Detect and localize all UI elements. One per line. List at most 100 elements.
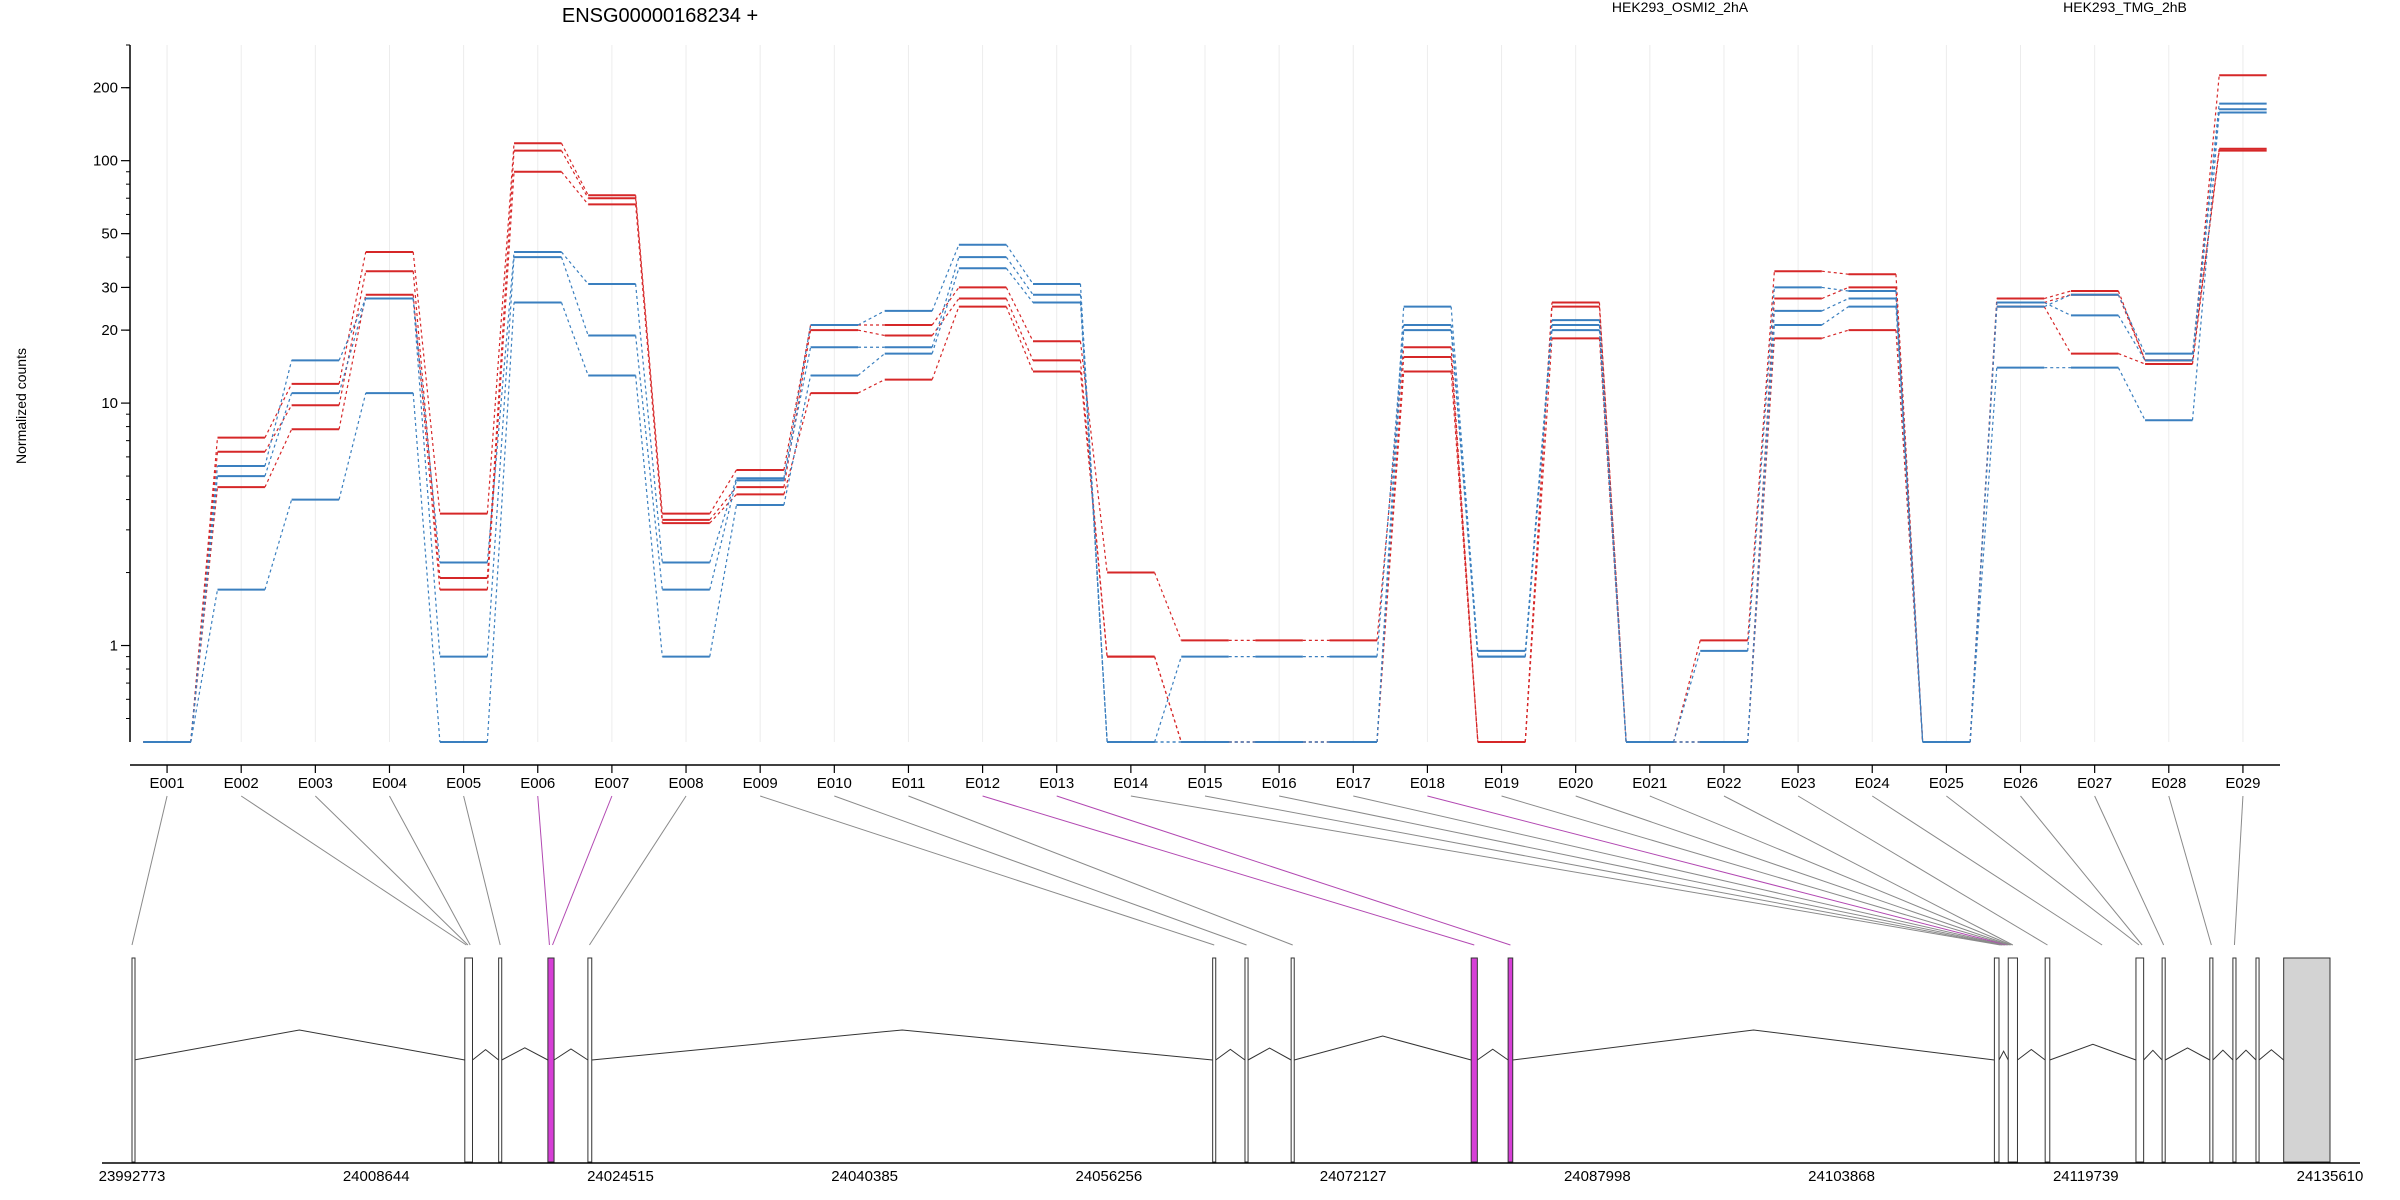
x-tick-label: E028	[2151, 775, 2186, 792]
series-4-connector	[1005, 256, 1034, 296]
series-0-connector	[709, 469, 737, 514]
series-5-connector	[857, 353, 886, 376]
series-2-connector	[2118, 353, 2146, 365]
series-0-connector	[1154, 572, 1182, 641]
x-tick-label: E011	[891, 775, 925, 792]
series-5-connector	[635, 375, 663, 657]
series-1-connector	[1821, 286, 1849, 300]
x-tick-label: E018	[1410, 775, 1445, 792]
series-0-connector	[1079, 341, 1108, 573]
exon-block	[2161, 957, 2166, 1163]
x-tick-label: E013	[1039, 775, 1074, 792]
genome-tick-label: 24008644	[343, 1168, 410, 1185]
series-4-connector	[1747, 310, 1775, 743]
series-4-connector	[2043, 301, 2072, 316]
x-tick-label: E010	[817, 775, 852, 792]
series-4-connector	[1821, 297, 1849, 312]
series-4-connector	[264, 392, 293, 477]
series-0-connector	[1747, 271, 1775, 641]
exon-block	[547, 957, 555, 1163]
genome-tick-label: 24072127	[1320, 1168, 1387, 1185]
x-tick-label: E007	[594, 775, 629, 792]
x-tick-label: E016	[1262, 775, 1297, 792]
genome-tick-label: 24135610	[2297, 1168, 2364, 1185]
series-3-connector	[412, 298, 441, 563]
exon-block	[587, 957, 593, 1163]
exon-block	[131, 957, 136, 1163]
x-tick-label: E020	[1558, 775, 1593, 792]
series-1-connector	[1524, 306, 1553, 743]
x-tick-label: E024	[1855, 775, 1890, 792]
x-tick-label: E001	[150, 775, 185, 792]
series-5-connector	[1524, 330, 1553, 657]
intron	[1247, 1047, 1292, 1061]
series-3-connector	[1747, 287, 1775, 651]
series-4-connector	[190, 476, 219, 743]
connector-E004	[389, 795, 471, 946]
connector-E022	[1723, 795, 2014, 946]
x-tick-label: E029	[2225, 775, 2260, 792]
series-4-connector	[1376, 324, 1405, 657]
exon-block	[2255, 957, 2260, 1163]
connector-E010	[834, 795, 1247, 946]
connector-E023	[1797, 795, 2048, 946]
intron	[1512, 1029, 1995, 1061]
intron	[2212, 1049, 2234, 1061]
series-4-connector	[635, 335, 663, 590]
series-5-connector	[1747, 324, 1775, 743]
series-3-connector	[1376, 306, 1405, 743]
intron	[2164, 1047, 2211, 1061]
series-1-connector	[264, 404, 293, 453]
exon-block	[1244, 957, 1249, 1163]
y-tick-label: 30	[101, 279, 118, 296]
series-5-connector	[412, 393, 441, 743]
series-3-connector	[561, 251, 589, 285]
series-5-connector	[1005, 267, 1034, 303]
series-3-connector	[1450, 306, 1479, 651]
exon-block	[1212, 957, 1217, 1163]
series-2-connector	[1005, 306, 1034, 372]
connector-E024	[1871, 795, 2103, 946]
y-tick-label: 50	[101, 226, 118, 243]
series-5-connector	[2191, 112, 2220, 421]
x-tick-label: E006	[520, 775, 555, 792]
intron	[1477, 1048, 1509, 1061]
intron	[1998, 1050, 2009, 1061]
series-2-connector	[1524, 338, 1553, 743]
genome-tick-label: 24040385	[831, 1168, 898, 1185]
x-tick-label: E005	[446, 775, 481, 792]
series-2-connector	[486, 171, 515, 590]
connector-E025	[1946, 795, 2140, 946]
series-lines	[143, 74, 2267, 743]
connector-E007	[552, 795, 613, 946]
series-1-connector	[2044, 294, 2072, 304]
intron	[501, 1047, 549, 1061]
exon-block	[2232, 957, 2237, 1163]
genome-tick-label: 24103868	[1808, 1168, 1875, 1185]
series-5-connector	[709, 504, 738, 657]
connector-E018	[1427, 795, 2007, 946]
connector-E028	[2168, 795, 2212, 946]
connector-E001	[131, 795, 168, 946]
gene-model: 23992773 24008644 24024515 24040385 24056256…	[99, 957, 2364, 1185]
connector-E019	[1501, 795, 2009, 946]
x-tick-label: E026	[2003, 775, 2038, 792]
x-tick-label: E025	[1929, 775, 1964, 792]
intron	[1215, 1048, 1246, 1061]
exon-block	[1507, 957, 1514, 1163]
vertical-gridlines	[166, 45, 2244, 742]
series-2-connector	[1450, 371, 1479, 743]
legend-entry-osmi2: HEK293_OSMI2_2hA	[1612, 0, 1749, 15]
x-tick-label: E003	[298, 775, 333, 792]
series-5-connector	[931, 268, 960, 354]
series-1-connector	[560, 150, 589, 199]
series-0-connector	[1005, 287, 1034, 342]
series-4-connector	[1154, 656, 1182, 743]
series-5-connector	[338, 392, 367, 500]
y-tick-label: 10	[101, 395, 118, 412]
connector-E026	[2020, 795, 2143, 946]
series-4-connector	[412, 298, 441, 657]
exon-block	[464, 957, 473, 1163]
intron	[1294, 1035, 1472, 1061]
x-tick-label: E023	[1781, 775, 1816, 792]
